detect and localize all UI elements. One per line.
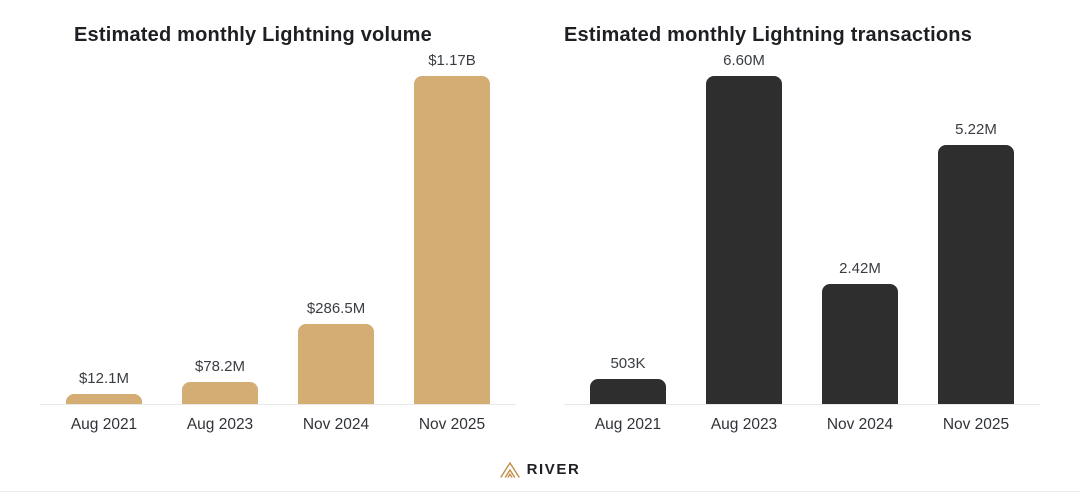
x-axis-labels-transactions: Aug 2021 Aug 2023 Nov 2024 Nov 2025 [564, 416, 1040, 434]
bar [66, 394, 142, 404]
plot-area-transactions: 503K 6.60M 2.42M 5.22M [564, 49, 1040, 405]
river-logo-icon [499, 461, 520, 478]
bar-value-label: $12.1M [78, 370, 130, 387]
category-label: Aug 2021 [594, 416, 662, 433]
bar-column: 6.60M [686, 52, 802, 404]
bar-column: 503K [570, 355, 686, 404]
bar-column: $1.17B [394, 52, 510, 404]
chart-lightning-volume: Estimated monthly Lightning volume $12.1… [40, 16, 516, 446]
chart-lightning-transactions: Estimated monthly Lightning transactions… [564, 16, 1040, 446]
bar-value-label: 5.22M [955, 121, 997, 138]
category-label: Aug 2021 [70, 416, 138, 433]
chart-title-volume: Estimated monthly Lightning volume [74, 24, 432, 46]
bar-value-label: 503K [610, 355, 646, 372]
category-label: Aug 2023 [186, 416, 254, 433]
bar [414, 76, 490, 404]
brand-name: RIVER [526, 461, 581, 478]
bar-value-label: 6.60M [723, 52, 765, 69]
bar-column: 2.42M [802, 260, 918, 404]
category-label: Nov 2025 [942, 416, 1010, 433]
bar [182, 382, 258, 404]
category-label: Nov 2025 [418, 416, 486, 433]
bar [822, 284, 898, 404]
charts-row: Estimated monthly Lightning volume $12.1… [40, 16, 1040, 446]
bar-column: $12.1M [46, 370, 162, 404]
bar-value-label: $1.17B [428, 52, 476, 69]
chart-title-transactions: Estimated monthly Lightning transactions [564, 24, 973, 46]
bar-value-label: $286.5M [306, 300, 366, 317]
bar-value-label: 2.42M [839, 260, 881, 277]
category-label: Nov 2024 [302, 416, 370, 433]
bar [938, 145, 1014, 404]
plot-area-volume: $12.1M $78.2M $286.5M $1.17B [40, 49, 516, 405]
bar-value-label: $78.2M [194, 358, 246, 375]
category-label: Aug 2023 [710, 416, 778, 433]
x-axis-labels-volume: Aug 2021 Aug 2023 Nov 2024 Nov 2025 [40, 416, 516, 434]
bar-column: $78.2M [162, 358, 278, 404]
bar [590, 379, 666, 404]
bar [706, 76, 782, 404]
category-label: Nov 2024 [826, 416, 894, 433]
bar-column: $286.5M [278, 300, 394, 404]
footer: RIVER [40, 446, 1040, 491]
bar-column: 5.22M [918, 121, 1034, 404]
bar [298, 324, 374, 404]
